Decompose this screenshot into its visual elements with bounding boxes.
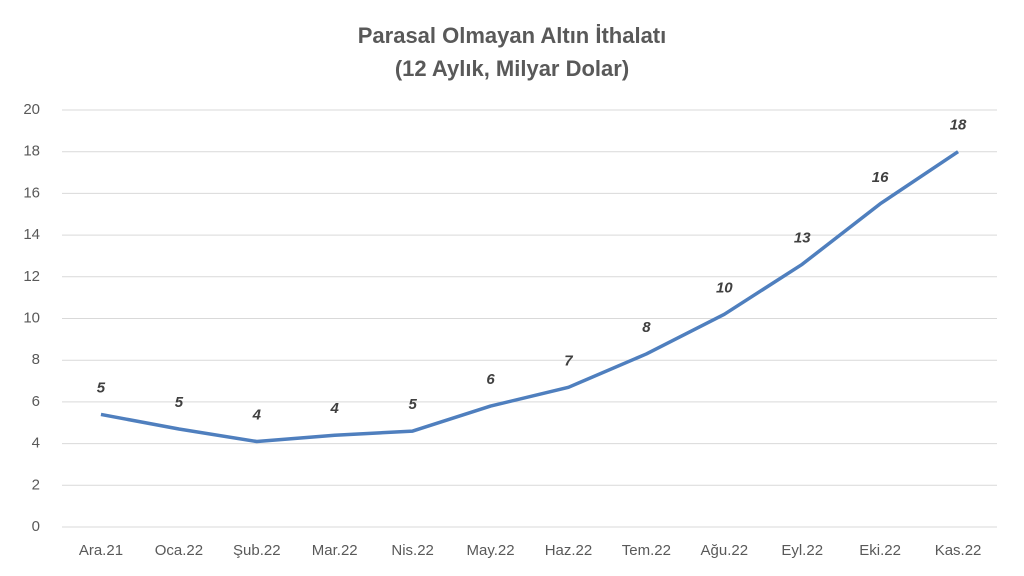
data-label: 18 (950, 117, 967, 134)
data-label: 6 (486, 371, 495, 388)
x-tick-label: Ağu.22 (701, 542, 749, 559)
x-tick-label: Mar.22 (312, 542, 358, 559)
y-tick-label: 18 (23, 143, 40, 160)
chart-subtitle: (12 Aylık, Milyar Dolar) (395, 56, 629, 81)
chart-title: Parasal Olmayan Altın İthalatı (358, 23, 667, 48)
y-tick-label: 4 (32, 435, 40, 452)
y-tick-label: 6 (32, 393, 40, 410)
x-tick-label: Eyl.22 (781, 542, 823, 559)
x-tick-label: Ara.21 (79, 542, 123, 559)
data-line (100, 150, 960, 444)
x-tick-label: Haz.22 (545, 542, 593, 559)
data-label: 8 (642, 319, 651, 336)
data-label: 4 (330, 400, 340, 417)
data-label: 5 (408, 396, 417, 413)
data-label: 7 (564, 352, 573, 369)
y-tick-label: 0 (32, 518, 40, 535)
y-tick-label: 20 (23, 101, 40, 118)
y-tick-label: 12 (23, 268, 40, 285)
y-tick-label: 10 (23, 309, 40, 326)
data-label: 16 (872, 169, 889, 186)
x-tick-label: Oca.22 (155, 542, 203, 559)
y-tick-label: 16 (23, 184, 40, 201)
data-label: 4 (252, 406, 262, 423)
y-tick-label: 2 (32, 476, 40, 493)
x-tick-label: Şub.22 (233, 542, 281, 559)
x-tick-label: May.22 (467, 542, 515, 559)
data-label: 13 (794, 229, 811, 246)
x-tick-label: Tem.22 (622, 542, 671, 559)
data-label: 5 (97, 379, 106, 396)
x-tick-label: Kas.22 (935, 542, 982, 559)
data-label: 5 (175, 394, 184, 411)
y-tick-label: 14 (23, 226, 40, 243)
x-tick-label: Eki.22 (859, 542, 901, 559)
x-tick-label: Nis.22 (391, 542, 434, 559)
y-tick-label: 8 (32, 351, 40, 368)
data-label: 10 (716, 279, 733, 296)
